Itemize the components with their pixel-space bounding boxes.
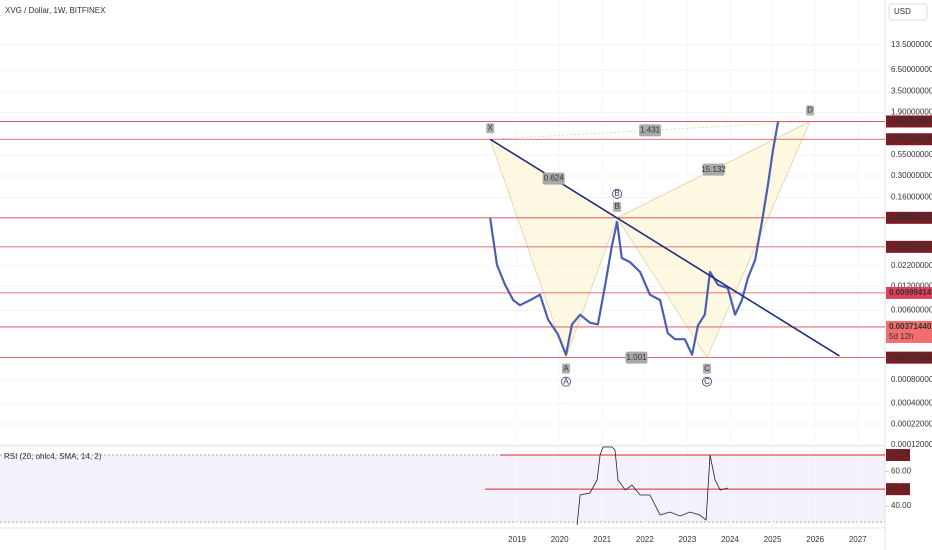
rsi-tick-label: 60.00 (891, 467, 912, 476)
level-badge (886, 351, 932, 364)
point-tag: C (704, 377, 710, 386)
ratio-badge (625, 351, 648, 364)
point-badge (562, 363, 571, 374)
level-label: 0.00371440 (889, 322, 932, 331)
level-badge (886, 211, 932, 224)
y-tick-label: 0.16000000 (891, 193, 932, 202)
rsi-title: RSI (20, ohlc4, SMA, 14, 2) (4, 452, 102, 461)
x-tick-label: 2023 (678, 535, 696, 544)
level-label: 0.03815447 (889, 242, 932, 251)
point-tag: B (614, 189, 619, 198)
point-badge (702, 363, 711, 374)
point-label: D (807, 106, 813, 115)
level-badge (886, 320, 932, 343)
rsi-band (0, 455, 885, 522)
rsi-tick-label: 40.00 (891, 501, 912, 510)
y-tick-label: 0.00012000 (891, 440, 932, 449)
level-badge (886, 240, 932, 253)
y-tick-label: 3.50000000 (891, 87, 932, 96)
rsi-level-label: 69.59 (889, 450, 910, 459)
y-tick-label: 0.00022000 (891, 419, 932, 428)
ratio-label: 15.132 (701, 165, 726, 174)
level-label: 0.08868416 (889, 213, 932, 222)
point-tag-circle (561, 376, 571, 387)
y-tick-label: 0.01200000 (891, 282, 932, 291)
y-tick-label: 0.30000000 (891, 171, 932, 180)
x-tick-label: 2024 (721, 535, 739, 544)
point-badge (486, 123, 495, 134)
point-label: B (614, 202, 619, 211)
level-label: 1.46150160 (889, 117, 932, 126)
level-badge (886, 286, 932, 299)
y-tick-label: 6.50000000 (891, 65, 932, 74)
price-line (489, 121, 780, 356)
x-tick-label: 2026 (806, 535, 824, 544)
point-label: X (488, 123, 494, 132)
point-badge (613, 201, 622, 212)
point-label: C (704, 364, 710, 373)
y-tick-label: 0.00600000 (891, 306, 932, 315)
x-tick-label: 2019 (508, 535, 526, 544)
point-tag-circle (612, 188, 623, 199)
x-tick-label: 2021 (593, 535, 611, 544)
ratio-label: 1.431 (640, 126, 661, 135)
countdown: 5d 12h (889, 332, 913, 341)
point-tag-circle (702, 376, 712, 387)
level-badge (886, 133, 932, 146)
x-tick-label: 2027 (849, 535, 867, 544)
y-tick-label: 0.55000000 (891, 150, 932, 159)
x-tick-label: 2020 (551, 535, 569, 544)
level-label: 0.00152146 (889, 353, 932, 362)
level-label: 0.87193613 (889, 134, 932, 143)
rsi-level-badge (886, 483, 910, 496)
point-label: A (563, 364, 569, 373)
ratio-label: 1.001 (626, 353, 647, 362)
currency[interactable]: USD (894, 7, 911, 16)
x-tick-label: 2022 (636, 535, 654, 544)
x-tick-label: 2025 (764, 535, 782, 544)
ratio-badge (542, 172, 565, 185)
y-tick-label: 0.02200000 (891, 261, 932, 270)
rsi-line (576, 446, 728, 526)
ratio-badge (639, 124, 662, 137)
level-label: 0.00999414 (889, 288, 932, 297)
rsi-level-badge (886, 449, 910, 462)
y-tick-label: 13.50000000 (891, 40, 932, 49)
point-tag: A (563, 377, 569, 386)
y-tick-label: 1.90000000 (891, 108, 932, 117)
point-badge (806, 105, 815, 116)
level-badge (886, 115, 932, 128)
ratio-label: 0.624 (544, 174, 565, 183)
chart-title: XVG / Dollar, 1W, BITFINEX (5, 6, 106, 15)
ratio-badge (702, 163, 725, 176)
y-tick-label: 0.00080000 (891, 375, 932, 384)
currency-button[interactable] (888, 3, 928, 21)
rsi-level-label: 49.79 (889, 484, 910, 493)
y-tick-label: 0.00040000 (891, 399, 932, 408)
